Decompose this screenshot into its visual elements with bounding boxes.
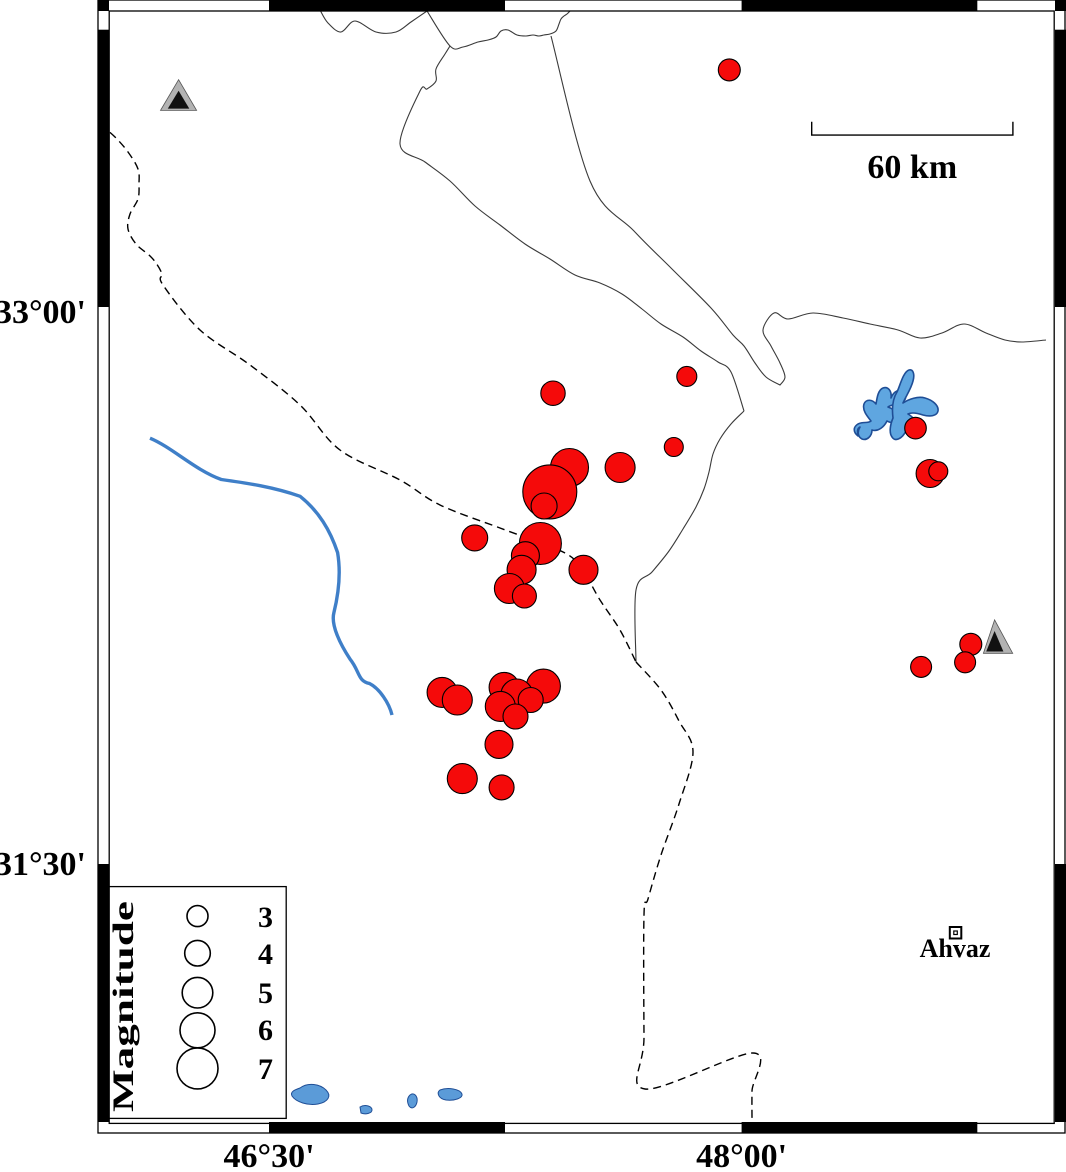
svg-text:46°30': 46°30' — [223, 1138, 314, 1172]
svg-text:48°00': 48°00' — [696, 1138, 787, 1172]
svg-text:5: 5 — [258, 977, 273, 1010]
svg-text:4: 4 — [258, 938, 273, 971]
svg-text:6: 6 — [258, 1014, 273, 1047]
svg-text:Ahvaz: Ahvaz — [920, 934, 991, 963]
svg-text:3: 3 — [258, 901, 273, 934]
svg-text:Magnitude: Magnitude — [107, 901, 140, 1112]
svg-text:31°30': 31°30' — [0, 846, 86, 883]
svg-text:60 km: 60 km — [867, 149, 957, 186]
svg-text:7: 7 — [258, 1053, 273, 1086]
svg-text:33°00': 33°00' — [0, 294, 86, 331]
